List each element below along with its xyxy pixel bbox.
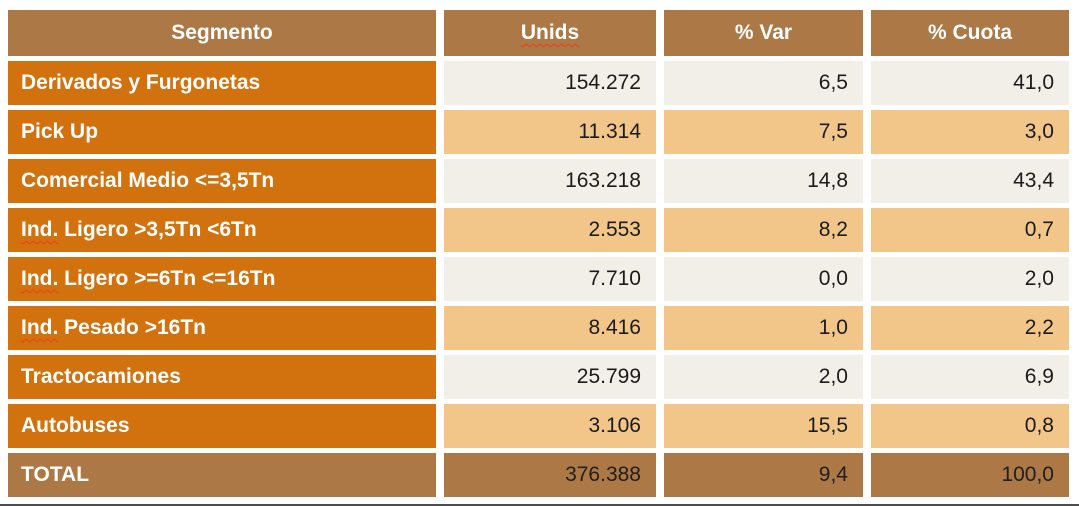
unids-cell: 3.106 — [444, 404, 656, 448]
segment-label-squiggle: Ind. — [21, 218, 59, 241]
cuota-cell: 2,0 — [871, 257, 1069, 301]
col-header-cuota-label: % Cuota — [928, 21, 1012, 44]
table-row: Pick Up 11.314 7,5 3,0 — [8, 110, 1069, 154]
var-cell: 14,8 — [664, 159, 863, 203]
unids-cell: 25.799 — [444, 355, 656, 399]
table-row: Tractocamiones 25.799 2,0 6,9 — [8, 355, 1069, 399]
col-header-unids-label: Unids — [520, 21, 580, 44]
segment-label: Ligero >3,5Tn <6Tn — [58, 218, 257, 241]
segment-label-cell: Ind. Ligero >3,5Tn <6Tn — [8, 208, 436, 252]
total-var-cell: 9,4 — [664, 453, 863, 497]
segment-label: Pick Up — [21, 120, 99, 143]
segment-label: Pesado >16Tn — [58, 316, 206, 339]
segment-label-cell: Comercial Medio <=3,5Tn — [8, 159, 436, 203]
col-header-var-label: % Var — [734, 21, 793, 44]
col-header-var: % Var — [664, 10, 863, 56]
vehicle-segments-table: Segmento Unids % Var % Cuota Derivados y… — [0, 5, 1077, 502]
unids-cell: 163.218 — [444, 159, 656, 203]
unids-cell: 11.314 — [444, 110, 656, 154]
segment-label-cell: Derivados y Furgonetas — [8, 61, 436, 105]
bottom-edge-line — [0, 504, 1079, 506]
cuota-cell: 43,4 — [871, 159, 1069, 203]
unids-cell: 8.416 — [444, 306, 656, 350]
table-row: Autobuses 3.106 15,5 0,8 — [8, 404, 1069, 448]
segment-label: Autobuses — [21, 414, 130, 437]
table-row: Ind. Ligero >3,5Tn <6Tn 2.553 8,2 0,7 — [8, 208, 1069, 252]
col-header-segmento-label: Segmento — [171, 21, 273, 44]
segment-label-cell: Ind. Ligero >=6Tn <=16Tn — [8, 257, 436, 301]
cuota-cell: 0,8 — [871, 404, 1069, 448]
segment-label: Derivados y Furgonetas — [21, 71, 261, 94]
cuota-cell: 0,7 — [871, 208, 1069, 252]
cuota-cell: 3,0 — [871, 110, 1069, 154]
total-cuota-cell: 100,0 — [871, 453, 1069, 497]
table-row: Comercial Medio <=3,5Tn 163.218 14,8 43,… — [8, 159, 1069, 203]
cuota-cell: 6,9 — [871, 355, 1069, 399]
var-cell: 1,0 — [664, 306, 863, 350]
var-cell: 7,5 — [664, 110, 863, 154]
segment-label-cell: Tractocamiones — [8, 355, 436, 399]
total-label-cell: TOTAL — [8, 453, 436, 497]
col-header-cuota: % Cuota — [871, 10, 1069, 56]
var-cell: 2,0 — [664, 355, 863, 399]
col-header-unids: Unids — [444, 10, 656, 56]
var-cell: 15,5 — [664, 404, 863, 448]
cuota-cell: 2,2 — [871, 306, 1069, 350]
unids-cell: 7.710 — [444, 257, 656, 301]
total-row: TOTAL 376.388 9,4 100,0 — [8, 453, 1069, 497]
unids-cell: 2.553 — [444, 208, 656, 252]
segment-label: Ligero >=6Tn <=16Tn — [58, 267, 276, 290]
segment-label-cell: Ind. Pesado >16Tn — [8, 306, 436, 350]
table-row: Derivados y Furgonetas 154.272 6,5 41,0 — [8, 61, 1069, 105]
table-row: Ind. Pesado >16Tn 8.416 1,0 2,2 — [8, 306, 1069, 350]
segment-label-cell: Pick Up — [8, 110, 436, 154]
segment-label-squiggle: Ind. — [21, 316, 59, 339]
segment-label: Comercial Medio <=3,5Tn — [21, 169, 275, 192]
cuota-cell: 41,0 — [871, 61, 1069, 105]
segment-label-squiggle: Ind. — [21, 267, 59, 290]
total-unids-cell: 376.388 — [444, 453, 656, 497]
unids-cell: 154.272 — [444, 61, 656, 105]
table-row: Ind. Ligero >=6Tn <=16Tn 7.710 0,0 2,0 — [8, 257, 1069, 301]
col-header-segmento: Segmento — [8, 10, 436, 56]
segment-label-cell: Autobuses — [8, 404, 436, 448]
header-row: Segmento Unids % Var % Cuota — [8, 10, 1069, 56]
var-cell: 8,2 — [664, 208, 863, 252]
var-cell: 0,0 — [664, 257, 863, 301]
segment-label: Tractocamiones — [21, 365, 181, 388]
var-cell: 6,5 — [664, 61, 863, 105]
